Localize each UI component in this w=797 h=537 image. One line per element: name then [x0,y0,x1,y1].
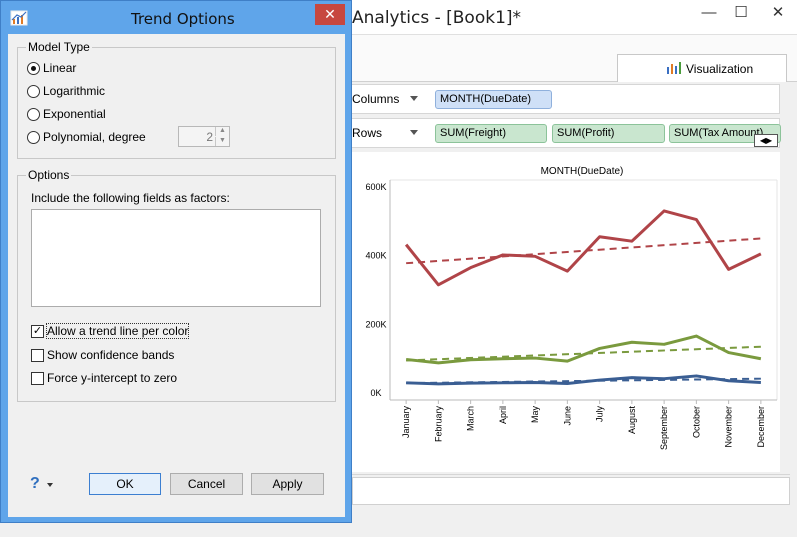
y-tick-label: 600K [365,182,386,192]
sheet-tab-bar [350,474,790,506]
pill-sum-profit[interactable]: SUM(Profit) [552,124,665,143]
radio-label: Exponential [43,107,106,121]
x-tick-label: August [627,406,637,435]
chevron-down-icon[interactable]: ▼ [215,137,229,146]
bar-chart-icon [667,62,681,74]
model-type-legend: Model Type [26,40,92,54]
radio-label: Polynomial, degree [43,130,146,144]
x-tick-label: October [691,406,701,438]
radio-exponential[interactable]: Exponential [27,106,106,122]
rows-shelf-label: Rows [352,126,383,140]
radio-polynomial[interactable]: Polynomial, degree [27,129,146,145]
chevron-up-icon[interactable]: ▲ [215,127,229,136]
visualization-area[interactable]: MONTH(DueDate) 0K 200K 400K 600K January Feb… [347,152,780,472]
trend-options-dialog: Trend Options ✕ Model Type Linear Logari… [0,0,352,523]
factors-list[interactable] [31,209,321,307]
degree-stepper[interactable]: 2 ▲ ▼ [178,126,230,147]
dialog-body: Model Type Linear Logarithmic Exponentia… [8,34,345,517]
checkbox[interactable] [31,371,44,385]
checkbox-label: Force y-intercept to zero [47,371,178,385]
checkbox-force-intercept[interactable]: Force y-intercept to zero [31,370,177,386]
checkbox-label: Show confidence bands [47,348,175,362]
maximize-icon[interactable]: ☐ [734,4,748,21]
checkbox-confidence-bands[interactable]: Show confidence bands [31,347,174,363]
chevron-down-icon[interactable] [410,96,418,101]
dialog-titlebar[interactable]: Trend Options ✕ [1,1,351,35]
x-tick-label: May [530,406,540,424]
x-tick-label: December [756,406,766,448]
columns-shelf[interactable]: Columns MONTH(DueDate) [347,84,780,114]
x-tick-label: March [466,406,476,431]
x-tick-label: January [401,406,411,439]
x-tick-label: February [433,406,443,443]
x-tick-label: April [498,406,508,424]
options-group: Options Include the following fields as … [17,168,336,402]
close-icon[interactable]: ✕ [771,4,785,21]
radio-button[interactable] [27,84,40,98]
app-title: Analytics - [Book1]* [352,8,522,28]
chevron-down-icon[interactable] [47,483,53,487]
checkbox-label: Allow a trend line per color [45,323,190,339]
trend-chart-icon [10,10,28,26]
radio-linear[interactable]: Linear [27,60,76,76]
minimize-icon[interactable]: — [701,4,717,21]
checkbox-trend-per-color[interactable]: ✓ Allow a trend line per color [31,323,190,339]
options-legend: Options [26,168,72,182]
factors-label: Include the following fields as factors: [31,191,230,205]
model-type-group: Model Type Linear Logarithmic Exponentia… [17,40,336,159]
trend-chart[interactable]: MONTH(DueDate) 0K 200K 400K 600K January Feb… [347,152,780,472]
ok-button[interactable]: OK [89,473,161,495]
dialog-title: Trend Options [131,10,235,28]
radio-logarithmic[interactable]: Logarithmic [27,83,105,99]
radio-button[interactable] [27,130,40,144]
y-tick-label: 200K [365,319,386,329]
x-tick-label: June [562,406,572,426]
chart-title: MONTH(DueDate) [541,166,624,177]
radio-label: Logarithmic [43,84,106,98]
series-line-2[interactable] [406,374,761,386]
y-tick-label: 0K [370,388,381,398]
close-icon[interactable]: ✕ [315,4,345,25]
chevron-down-icon[interactable] [410,130,418,135]
x-tick-label: July [595,406,605,423]
tab-visualization[interactable]: Visualization [617,54,787,82]
apply-button[interactable]: Apply [251,473,324,495]
rows-shelf[interactable]: Rows SUM(Freight) SUM(Profit) SUM(Tax Am… [347,118,781,148]
radio-button[interactable] [27,107,40,121]
x-tick-label: November [724,406,734,448]
radio-button-checked[interactable] [27,61,40,75]
help-icon[interactable]: ? [30,475,40,492]
tab-label: Visualization [686,62,754,76]
pill-sum-freight[interactable]: SUM(Freight) [435,124,547,143]
x-tick-label: September [659,406,669,450]
pill-sum-tax-amount[interactable]: SUM(Tax Amount) [669,124,781,143]
trend-line-0[interactable] [406,237,761,265]
radio-label: Linear [43,61,77,75]
series-line-1[interactable] [405,334,762,365]
checkbox[interactable] [31,348,44,362]
degree-value: 2 [206,130,213,144]
columns-shelf-label: Columns [352,92,400,106]
y-tick-label: 400K [365,251,386,261]
series-line-0[interactable] [404,209,762,287]
checkbox-checked[interactable]: ✓ [31,324,44,338]
pill-month-duedate[interactable]: MONTH(DueDate) [435,90,552,109]
cancel-button[interactable]: Cancel [170,473,243,495]
status-bar [350,506,797,537]
sheet-tab-area[interactable] [352,477,790,505]
pill-scroll-arrows-icon[interactable]: ◀▶ [754,134,778,147]
